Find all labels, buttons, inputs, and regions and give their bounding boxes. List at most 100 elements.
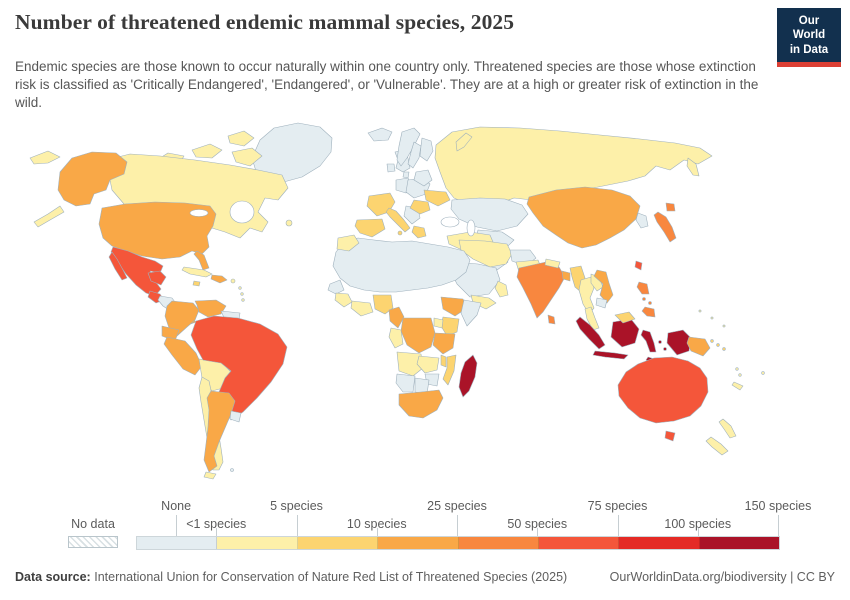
- country-lesser-antilles[interactable]: [240, 292, 244, 296]
- country-brazil[interactable]: [190, 315, 288, 421]
- country-solomon-islands[interactable]: [716, 343, 720, 347]
- country-morocco[interactable]: [336, 234, 360, 252]
- country-kamchatka[interactable]: [686, 157, 700, 177]
- country-tanzania[interactable]: [432, 332, 456, 355]
- country-ivory-coast-ghana[interactable]: [350, 300, 374, 317]
- country-mexico-baja[interactable]: [108, 251, 128, 281]
- country-romania[interactable]: [409, 199, 431, 215]
- country-new-zealand-south[interactable]: [705, 436, 729, 456]
- country-mexico-yucatan[interactable]: [147, 270, 167, 286]
- country-new-caledonia[interactable]: [731, 381, 744, 391]
- country-hispaniola[interactable]: [210, 274, 228, 284]
- legend-bin-10–25[interactable]: [378, 537, 459, 549]
- country-zambia[interactable]: [416, 355, 440, 374]
- country-ireland[interactable]: [386, 163, 396, 173]
- country-oman[interactable]: [494, 280, 509, 298]
- country-indonesia-papua[interactable]: [666, 329, 692, 356]
- country-indonesia-sulawesi[interactable]: [640, 329, 657, 353]
- country-fiji[interactable]: [761, 371, 765, 375]
- country-malaysia-borneo[interactable]: [614, 311, 636, 324]
- country-indonesia-kalimantan[interactable]: [610, 318, 640, 348]
- country-newfoundland[interactable]: [285, 219, 293, 227]
- country-indonesia-maluku[interactable]: [658, 340, 662, 344]
- country-indonesia-java[interactable]: [592, 350, 629, 360]
- country-mozambique[interactable]: [442, 354, 457, 386]
- country-colombia[interactable]: [164, 300, 200, 337]
- country-solomon-islands[interactable]: [710, 339, 714, 343]
- country-venezuela[interactable]: [194, 299, 227, 318]
- country-indonesia-sumatra[interactable]: [575, 316, 606, 350]
- country-falklands[interactable]: [230, 468, 234, 472]
- country-tierra-del-fuego[interactable]: [203, 471, 217, 480]
- country-norway[interactable]: [396, 127, 421, 167]
- country-belarus-baltics[interactable]: [413, 169, 433, 187]
- country-guinea[interactable]: [334, 292, 353, 308]
- country-australia[interactable]: [617, 356, 709, 424]
- country-papua-new-guinea[interactable]: [686, 336, 711, 357]
- legend-bin-5–10[interactable]: [297, 537, 379, 549]
- country-philippines-visayas[interactable]: [642, 297, 646, 301]
- country-philippines-mindanao[interactable]: [641, 306, 656, 318]
- country-greenland[interactable]: [251, 122, 333, 184]
- country-puerto-rico[interactable]: [230, 278, 236, 284]
- legend-bin-<1–5[interactable]: [217, 537, 298, 549]
- country-micronesia[interactable]: [698, 309, 702, 313]
- legend-bin-25–50[interactable]: [458, 537, 539, 549]
- country-usa-florida[interactable]: [193, 250, 210, 271]
- legend-bin-75–100[interactable]: [619, 537, 700, 549]
- country-iceland[interactable]: [367, 127, 393, 142]
- country-japan[interactable]: [653, 211, 677, 243]
- country-novaya-zemlya[interactable]: [455, 132, 473, 152]
- country-greece[interactable]: [411, 225, 427, 239]
- country-drc[interactable]: [400, 317, 436, 354]
- country-new-zealand-north[interactable]: [718, 418, 737, 439]
- country-angola[interactable]: [396, 351, 424, 377]
- country-argentina[interactable]: [203, 390, 236, 473]
- country-indonesia-maluku[interactable]: [663, 347, 667, 351]
- country-kazakhstan[interactable]: [450, 197, 529, 232]
- country-uganda[interactable]: [433, 317, 444, 329]
- no-data-swatch[interactable]: [68, 536, 118, 548]
- country-lesser-antilles[interactable]: [241, 298, 245, 302]
- footer-link[interactable]: OurWorldinData.org/biodiversity | CC BY: [609, 570, 835, 584]
- country-madagascar[interactable]: [458, 354, 478, 398]
- country-italy[interactable]: [385, 207, 411, 233]
- country-bangladesh[interactable]: [561, 270, 571, 282]
- country-philippines-luzon[interactable]: [636, 281, 650, 295]
- country-namibia[interactable]: [395, 373, 416, 393]
- country-china[interactable]: [526, 186, 641, 249]
- country-senegal[interactable]: [327, 279, 345, 295]
- country-cameroon[interactable]: [388, 306, 405, 329]
- country-cambodia[interactable]: [595, 297, 608, 309]
- country-gabon-congo[interactable]: [388, 327, 404, 349]
- country-micronesia[interactable]: [710, 316, 714, 320]
- country-sri-lanka[interactable]: [547, 314, 556, 325]
- country-cuba[interactable]: [181, 266, 213, 278]
- country-spain-portugal[interactable]: [354, 218, 386, 238]
- legend-bin-50–75[interactable]: [538, 537, 620, 549]
- country-aleutian-islands[interactable]: [33, 205, 65, 228]
- country-somalia[interactable]: [460, 299, 482, 327]
- country-denmark[interactable]: [402, 171, 410, 179]
- country-russia-wrap[interactable]: [29, 150, 61, 165]
- country-nepal[interactable]: [544, 258, 561, 269]
- country-uruguay[interactable]: [229, 410, 242, 423]
- country-tasmania[interactable]: [664, 430, 676, 442]
- country-taiwan[interactable]: [634, 260, 643, 271]
- country-lesser-antilles[interactable]: [238, 286, 242, 290]
- legend-bin-100–150[interactable]: [699, 537, 779, 549]
- legend-bin-None[interactable]: [137, 537, 218, 549]
- country-south-africa[interactable]: [398, 389, 444, 419]
- country-ukraine[interactable]: [423, 189, 451, 207]
- country-india[interactable]: [516, 261, 566, 319]
- country-alaska[interactable]: [57, 151, 128, 207]
- country-micronesia[interactable]: [722, 324, 726, 328]
- country-malawi[interactable]: [440, 354, 447, 368]
- country-philippines-visayas[interactable]: [648, 301, 652, 305]
- country-finland[interactable]: [419, 137, 434, 162]
- country-sicily[interactable]: [397, 230, 403, 236]
- country-vietnam[interactable]: [593, 269, 614, 304]
- country-malaysia-peninsula[interactable]: [584, 306, 600, 331]
- country-vanuatu[interactable]: [738, 373, 742, 377]
- country-north-africa[interactable]: [332, 237, 471, 293]
